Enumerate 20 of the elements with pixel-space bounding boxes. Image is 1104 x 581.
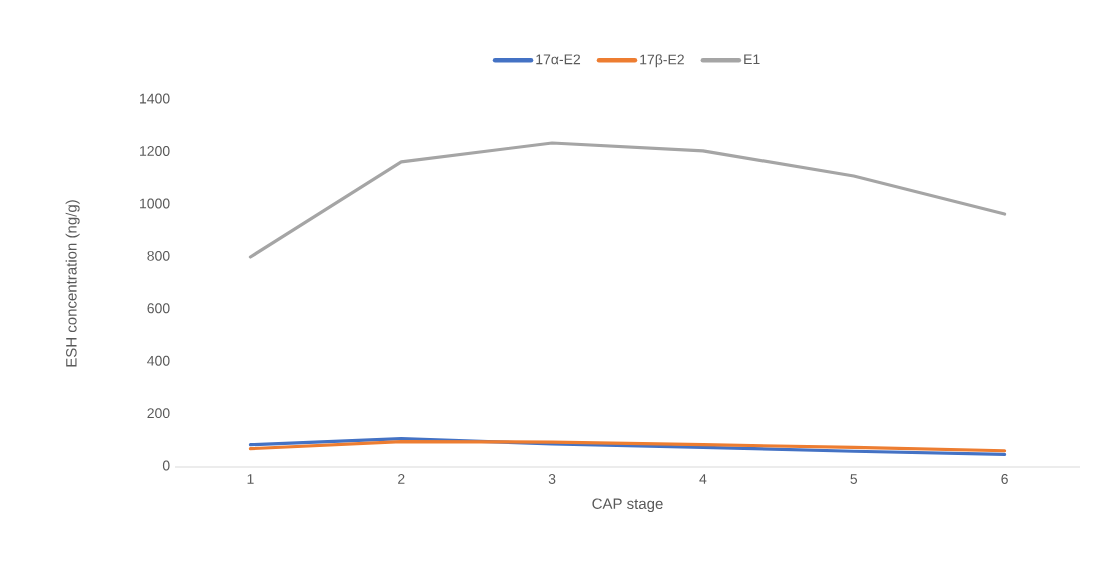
x-tick-label: 1: [247, 474, 254, 484]
y-tick-label: 200: [147, 408, 170, 419]
y-tick-label: 800: [147, 250, 170, 261]
x-tick-label: 2: [398, 473, 405, 484]
x-tick-label: 5: [850, 474, 858, 484]
y-tick-label: 1000: [140, 198, 170, 209]
legend-label: 17β-E2: [640, 54, 684, 68]
x-tick-label: 6: [1001, 473, 1008, 484]
y-axis-title: ESH concentration (ng/g): [65, 200, 80, 367]
x-tick-label: 3: [548, 473, 556, 484]
y-tick-label: 1200: [140, 146, 170, 156]
legend-label: E1: [744, 54, 760, 65]
y-tick-label: 400: [147, 355, 170, 366]
x-tick-label: 4: [699, 474, 707, 484]
line-series: [248, 141, 1007, 259]
y-tick-label: 0: [162, 460, 170, 471]
y-tick-label: 600: [147, 303, 170, 314]
y-tick-label: 1400: [140, 93, 170, 104]
x-axis-title: CAP stage: [592, 498, 663, 512]
legend-label: 17α-E2: [536, 54, 581, 65]
